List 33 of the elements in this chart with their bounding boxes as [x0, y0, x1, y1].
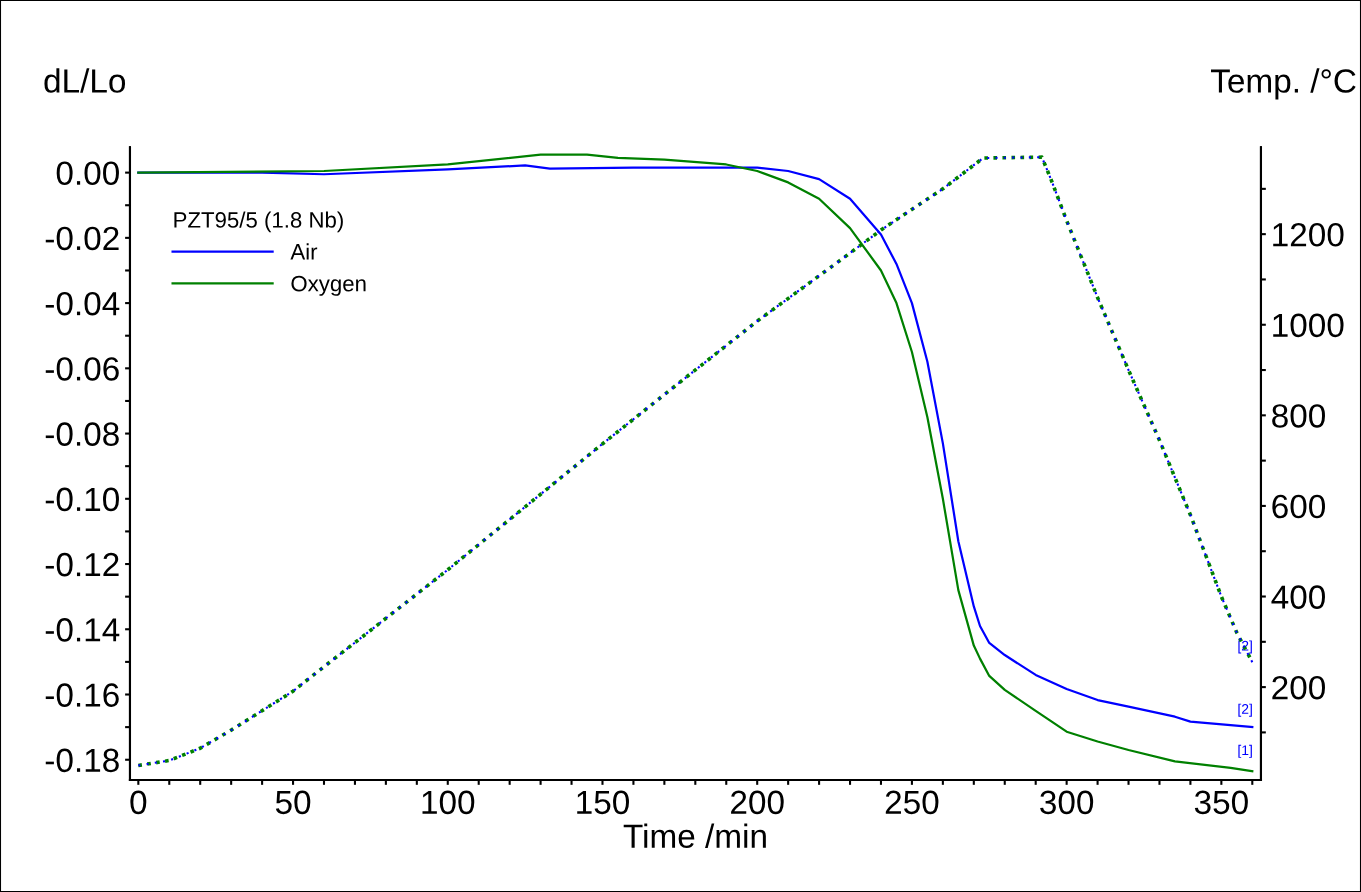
y2-tick-label: 200 — [1272, 675, 1325, 700]
y-tick-label: -0.18 — [45, 748, 119, 773]
x-tick-label: 0 — [130, 790, 147, 815]
x-tick-label: 200 — [731, 790, 784, 815]
y-axis-title: dL/Lo — [44, 68, 126, 93]
annotation: [2] — [1238, 640, 1252, 654]
y-tick-label: -0.04 — [45, 291, 120, 316]
x-tick-label: 350 — [1194, 790, 1248, 815]
x-tick-label: 50 — [275, 790, 311, 815]
x-tick-label: 300 — [1040, 790, 1094, 815]
y-tick-label: 0.00 — [56, 161, 119, 186]
y2-tick-label: 800 — [1272, 404, 1325, 428]
y-tick-label: -0.10 — [45, 487, 119, 512]
y2-axis-title: Temp. /°C — [1211, 68, 1356, 100]
x-tick-label: 150 — [577, 790, 629, 815]
y-tick-label: -0.06 — [45, 357, 119, 381]
x-tick-label: 250 — [885, 790, 939, 815]
y2-tick-label: 600 — [1272, 494, 1325, 519]
legend-label: Air — [290, 243, 318, 260]
x-tick-label: 100 — [422, 790, 475, 815]
y2-tick-label: 400 — [1271, 585, 1325, 609]
annotation: [2] — [1238, 703, 1252, 717]
y-tick-label: -0.02 — [45, 226, 119, 251]
y-tick-label: -0.16 — [45, 683, 119, 707]
y2-tick-label: 1000 — [1273, 313, 1344, 338]
legend-title: PZT95/5 (1.8 Nb) — [174, 211, 343, 233]
legend-label: Oxygen — [291, 275, 366, 296]
x-axis-title: Time /min — [623, 823, 766, 849]
y-tick-label: -0.12 — [45, 552, 119, 577]
y2-tick-label: 1200 — [1273, 222, 1344, 247]
y-tick-label: -0.08 — [45, 422, 119, 446]
y-tick-label: -0.14 — [45, 618, 120, 642]
annotation: [1] — [1238, 744, 1252, 758]
